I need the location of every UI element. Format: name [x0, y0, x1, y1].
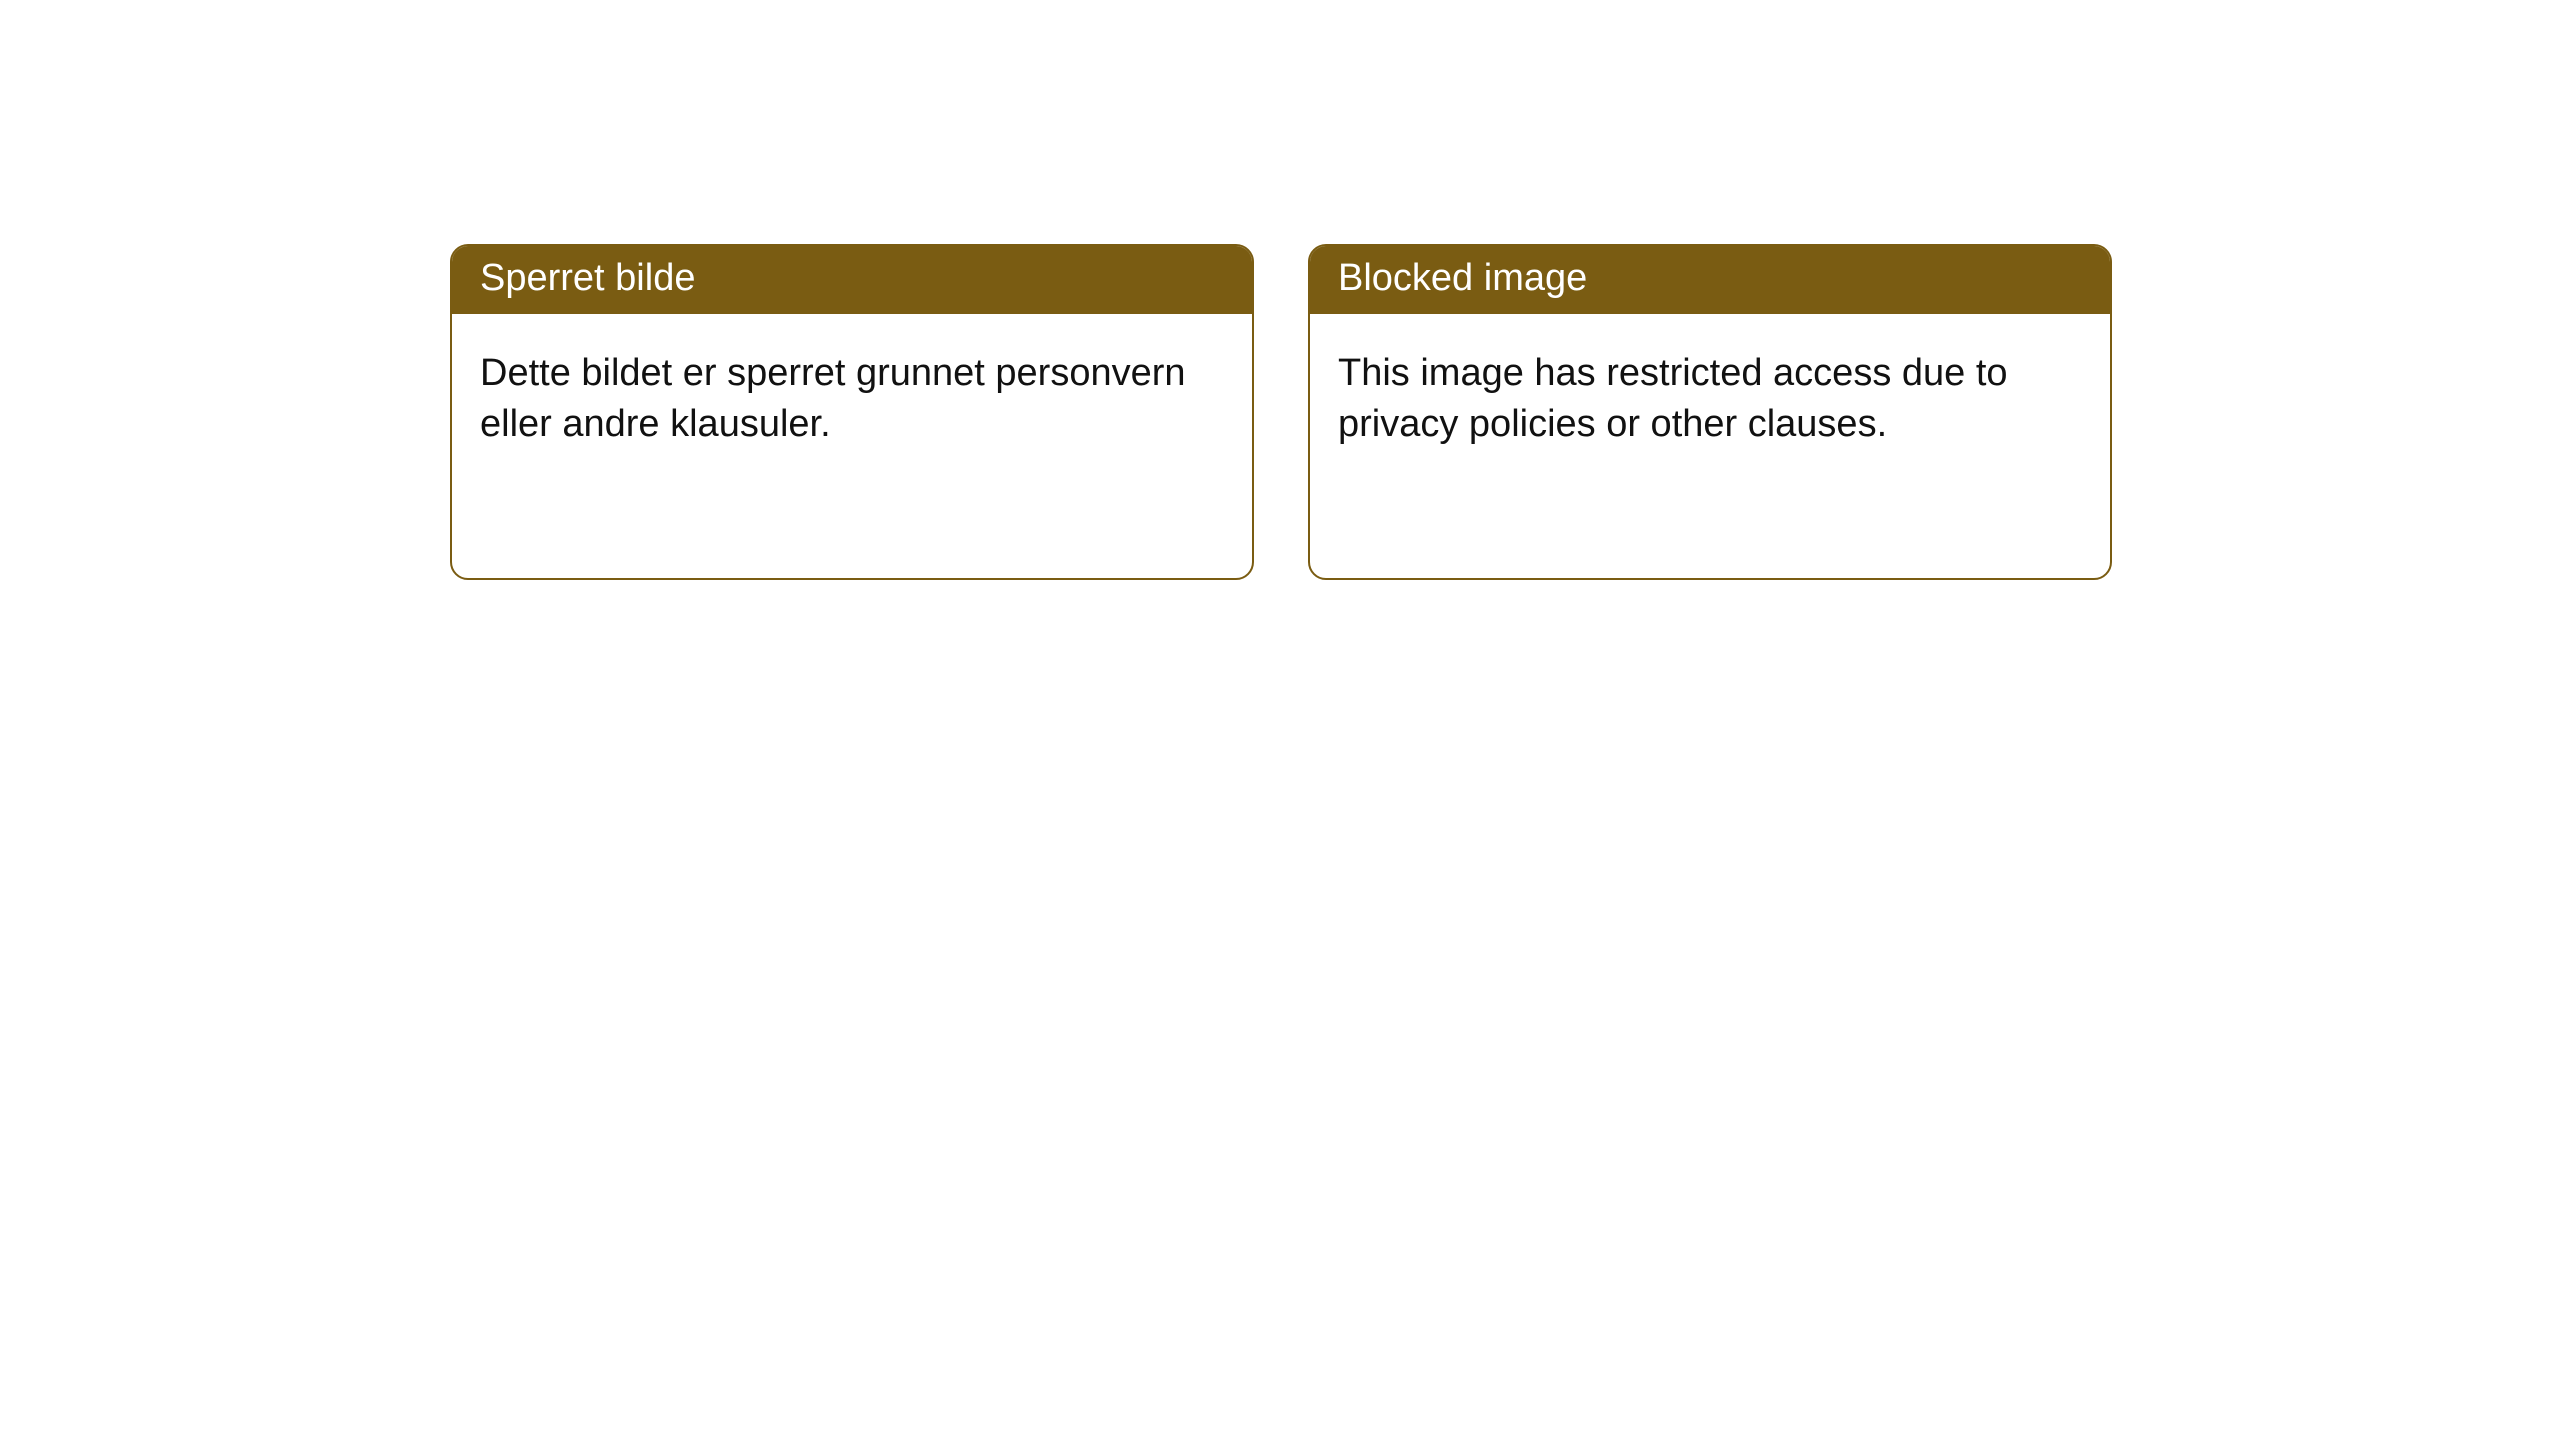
card-body-no: Dette bildet er sperret grunnet personve…	[452, 314, 1252, 485]
blocked-image-card-en: Blocked image This image has restricted …	[1308, 244, 2112, 580]
card-header-en: Blocked image	[1310, 246, 2110, 314]
blocked-image-card-no: Sperret bilde Dette bildet er sperret gr…	[450, 244, 1254, 580]
notice-container: Sperret bilde Dette bildet er sperret gr…	[0, 0, 2560, 580]
card-header-no: Sperret bilde	[452, 246, 1252, 314]
card-body-en: This image has restricted access due to …	[1310, 314, 2110, 485]
